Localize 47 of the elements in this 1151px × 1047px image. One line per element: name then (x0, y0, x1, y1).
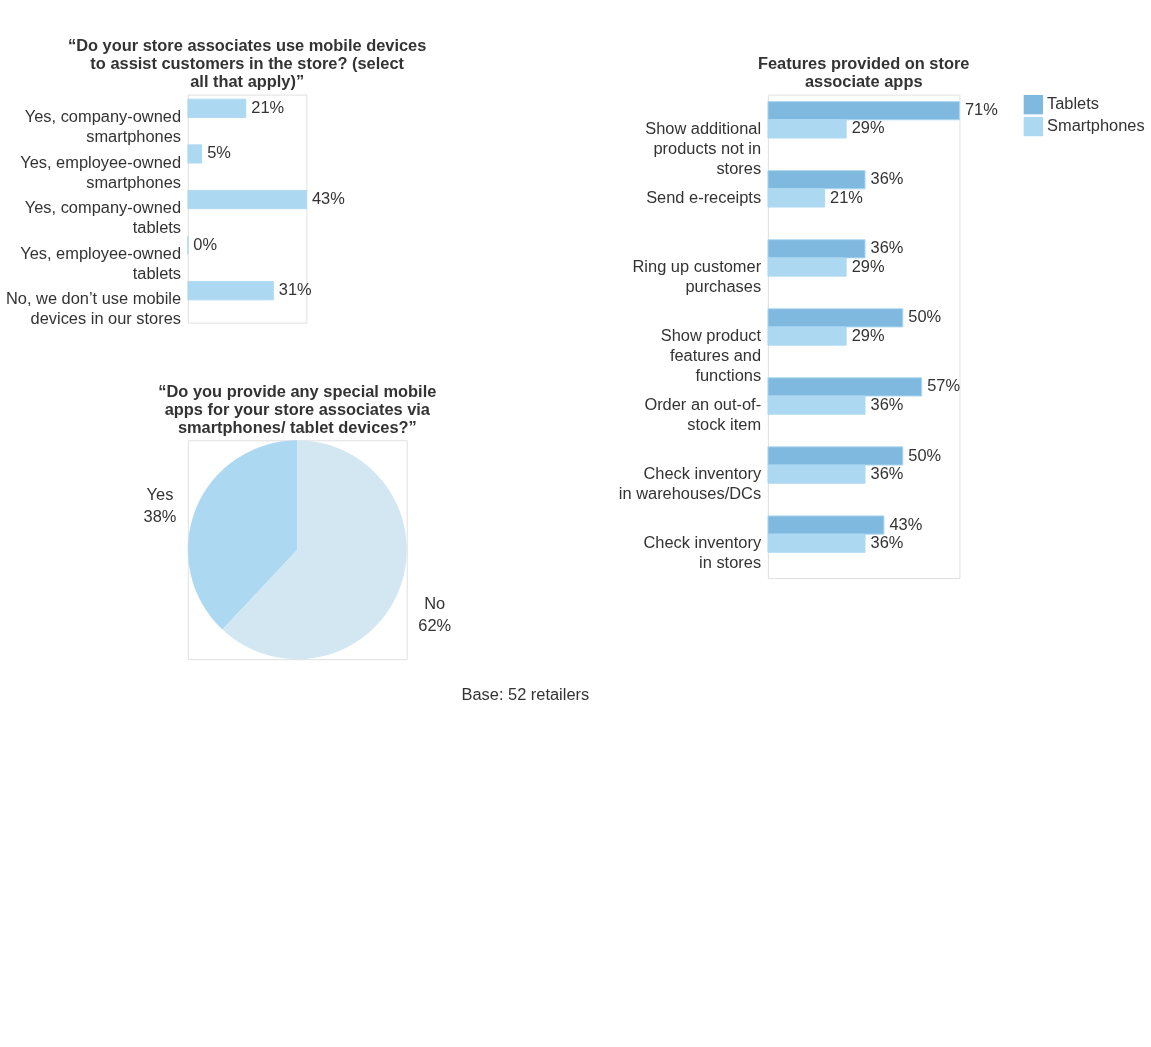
y-tick-label: Yes, company-owned tablets (24, 198, 182, 237)
y-tick-label: Check inventory in warehouses/DCs (618, 464, 762, 503)
y-tick-label: No, we don’t use mobile devices in our stores (5, 289, 182, 328)
data-label: 36% (870, 169, 904, 188)
y-tick-label: Show product features and functions (660, 325, 762, 385)
legend-label: Tablets (1047, 94, 1100, 113)
slice-label: No (424, 593, 446, 612)
data-label: 29% (851, 256, 885, 275)
data-label: 29% (851, 118, 885, 137)
data-label: 29% (851, 325, 885, 344)
data-label: 71% (964, 100, 998, 119)
legend-label: Smartphones (1047, 116, 1145, 135)
y-tick-label: Yes, employee-owned tablets (20, 243, 182, 282)
y-tick-label: Ring up customer purchases (632, 256, 762, 295)
data-label: 0% (193, 234, 218, 253)
data-label: 38% (143, 506, 177, 525)
data-label: 36% (870, 463, 904, 482)
y-tick-label: Show additional products not in stores (645, 118, 762, 177)
bar (187, 98, 247, 118)
data-label: 57% (927, 376, 961, 395)
pie-slice (222, 440, 407, 660)
y-tick-label: Yes, employee-owned smartphones (20, 152, 182, 191)
data-label: 36% (870, 394, 904, 413)
bar (187, 189, 307, 210)
data-label: 62% (418, 615, 452, 634)
pie-slice (188, 440, 298, 630)
y-tick-label: Order an out-of-stock item (644, 394, 762, 434)
data-label: 43% (311, 189, 345, 208)
data-label: 5% (207, 143, 231, 162)
data-label: 21% (251, 97, 285, 116)
y-tick-label: Yes, company-owned smartphones (24, 107, 182, 146)
chart-title: “Do your store associates use mobile devices to assist customers in the store? (select all that apply)” (67, 35, 427, 91)
slice-label: Yes (146, 484, 174, 503)
chart-title: “Do you provide any special mobile apps for your store associates via smartphones/ tablet devices?” (158, 381, 437, 437)
data-label: 36% (870, 532, 904, 551)
data-label: 43% (889, 514, 923, 533)
data-label: 50% (908, 445, 942, 464)
y-tick-label: Check inventory in stores (643, 533, 762, 572)
bar (187, 281, 274, 301)
chart-title: Features provided on store associate apps (757, 54, 970, 91)
y-tick-label: Send e-receipts (646, 187, 762, 206)
bar (187, 144, 203, 164)
data-label: 21% (830, 187, 863, 206)
data-label: 31% (278, 280, 312, 299)
data-label: 36% (870, 238, 904, 257)
data-label: 50% (908, 307, 942, 326)
text: Base: 52 retailers (461, 685, 590, 704)
